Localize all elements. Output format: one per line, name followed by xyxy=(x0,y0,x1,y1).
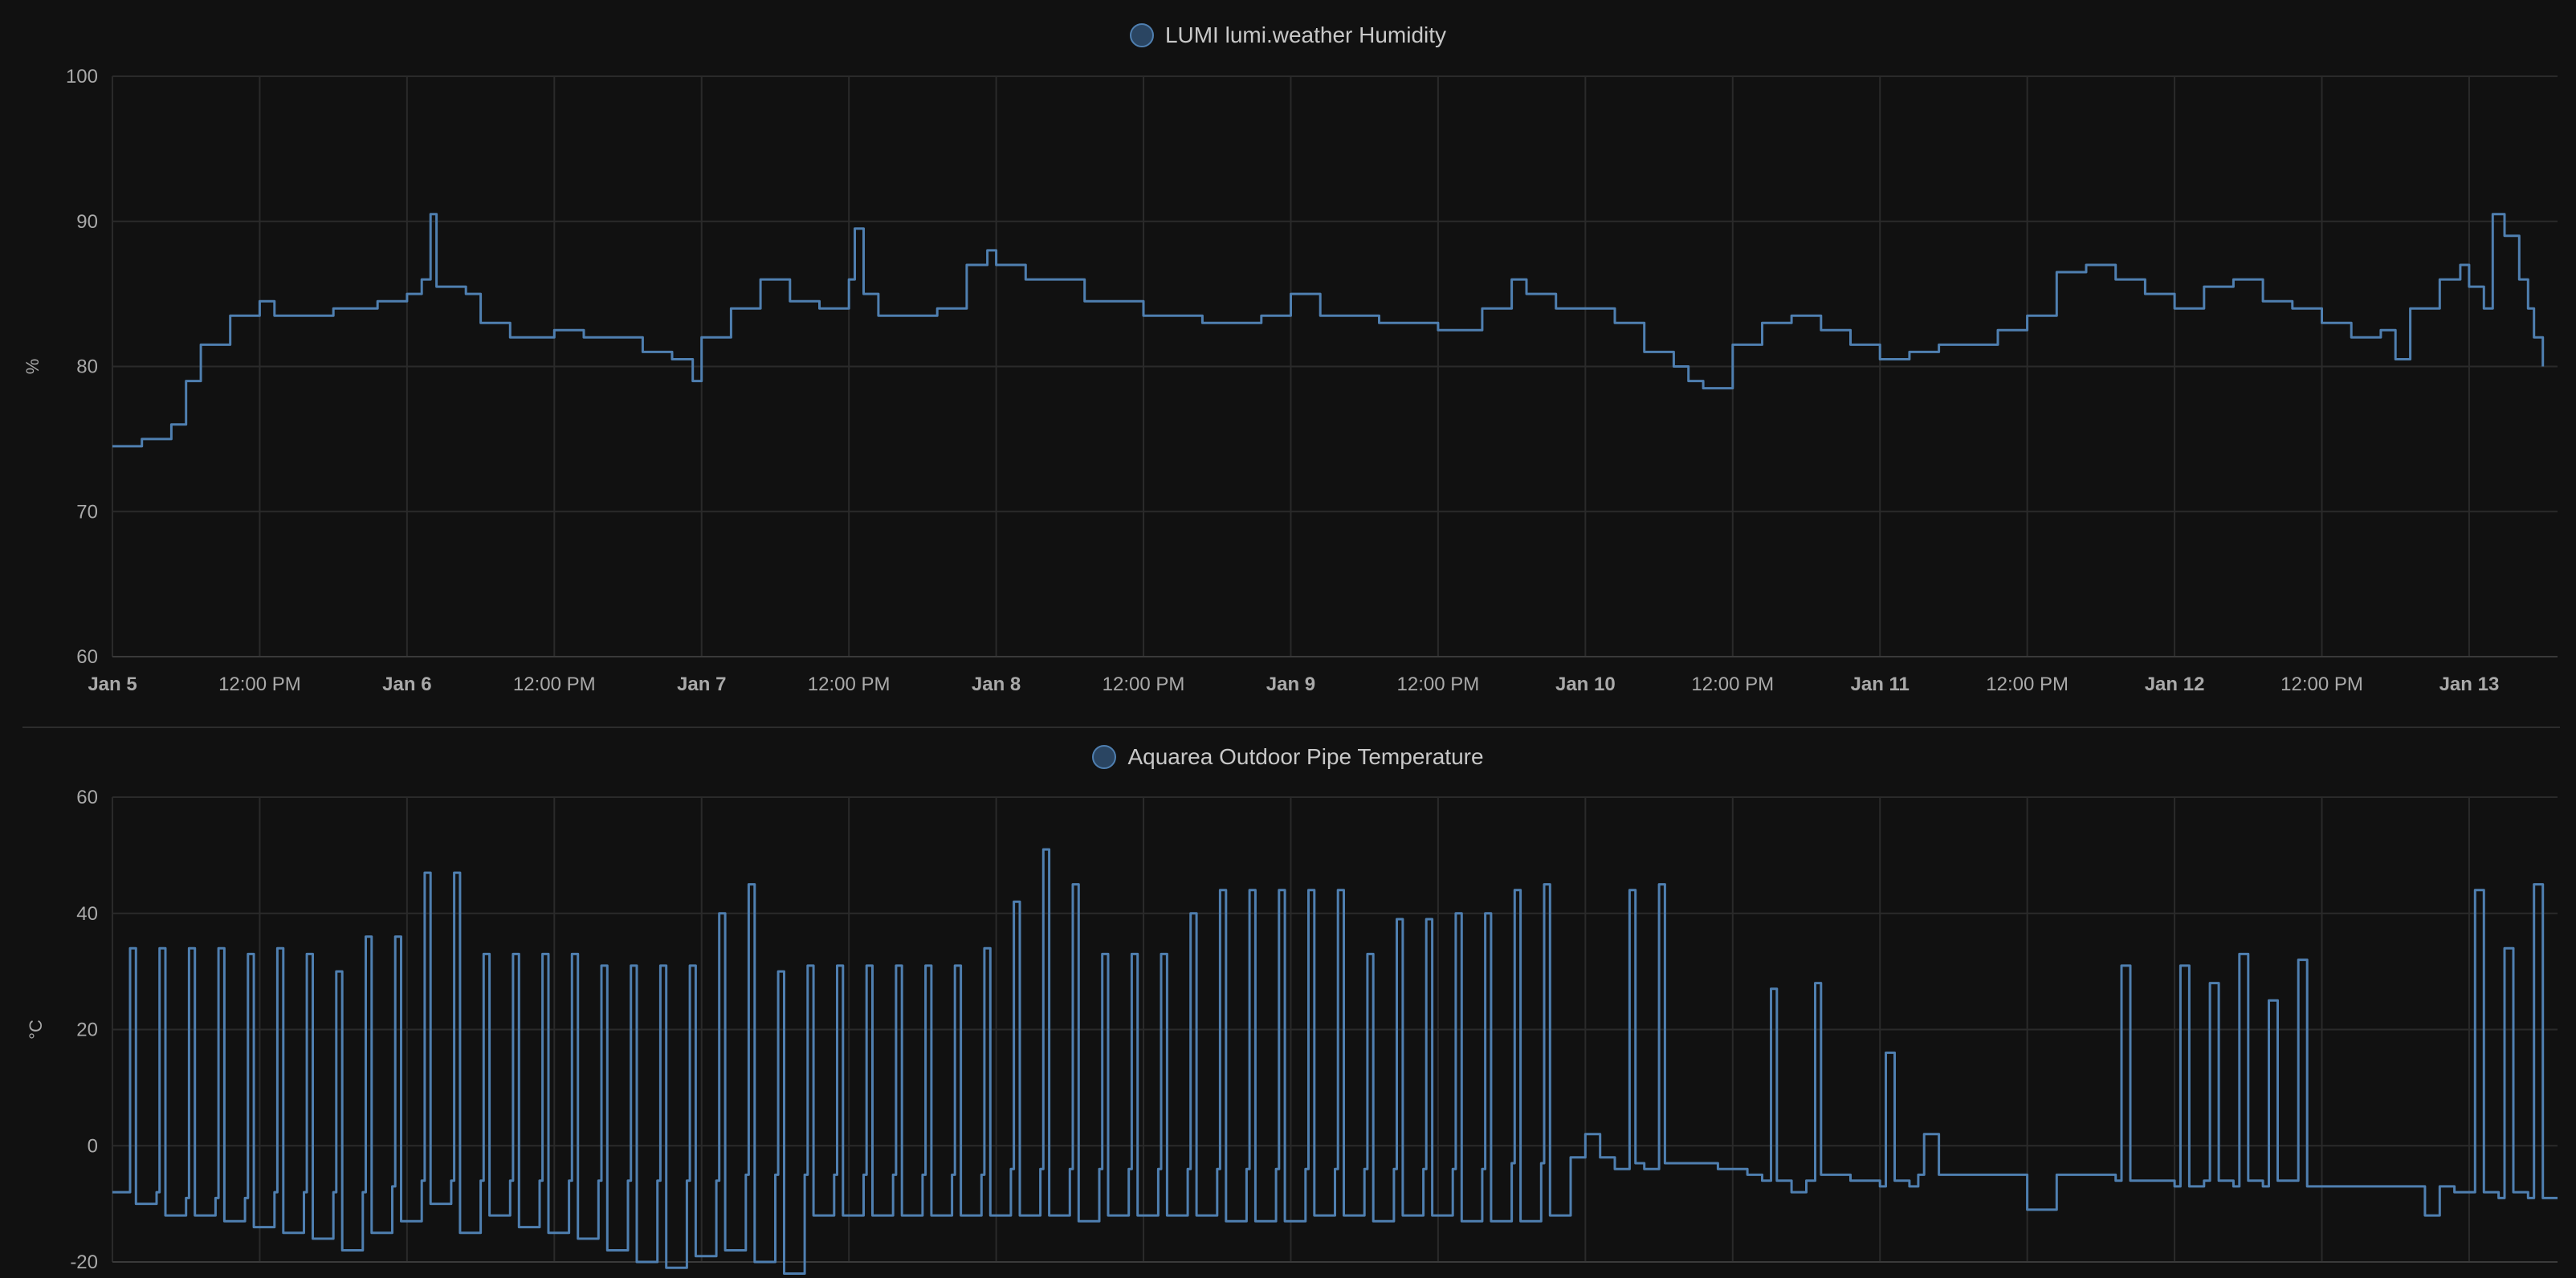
temperature-legend-label: Aquarea Outdoor Pipe Temperature xyxy=(1127,744,1484,769)
series-line xyxy=(112,848,2558,1275)
temperature-legend[interactable]: Aquarea Outdoor Pipe Temperature xyxy=(0,744,2576,770)
y-tick-label: 20 xyxy=(76,1020,98,1041)
x-tick-label: 12:00 PM xyxy=(1691,674,1774,695)
x-tick-label: 12:00 PM xyxy=(1397,674,1480,695)
x-tick-label: Jan 10 xyxy=(1555,674,1616,695)
y-tick-label: 40 xyxy=(76,903,98,925)
x-tick-label: 12:00 PM xyxy=(1986,674,2069,695)
humidity-legend-label: LUMI lumi.weather Humidity xyxy=(1164,22,1447,47)
x-tick-label: Jan 7 xyxy=(677,674,726,695)
x-tick-label: 12:00 PM xyxy=(1103,674,1185,695)
x-tick-label: Jan 11 xyxy=(1851,674,1910,695)
y-tick-label: -20 xyxy=(70,1252,98,1273)
y-axis-label: % xyxy=(22,359,43,375)
x-tick-label: Jan 9 xyxy=(1266,674,1315,695)
x-tick-label: 12:00 PM xyxy=(2280,674,2363,695)
y-tick-label: 60 xyxy=(76,787,98,808)
x-tick-label: Jan 6 xyxy=(382,674,431,695)
x-tick-label: Jan 8 xyxy=(972,674,1021,695)
temperature-legend-swatch xyxy=(1092,745,1117,769)
humidity-chart: LUMI lumi.weather Humidity 60 70 80 90 100% J… xyxy=(0,22,2576,695)
humidity-plot: 60 70 80 90 100% Jan 5 12:00 PM Jan 6 12:00 PM Ja… xyxy=(22,66,2558,695)
temperature-chart: Aquarea Outdoor Pipe Temperature -20 0 20 4… xyxy=(0,727,2576,1278)
humidity-legend-swatch xyxy=(1129,23,1154,47)
y-tick-label: 90 xyxy=(76,211,98,233)
chart-divider xyxy=(22,727,2560,728)
humidity-legend[interactable]: LUMI lumi.weather Humidity xyxy=(0,22,2576,48)
y-tick-label: 100 xyxy=(66,66,98,88)
y-tick-label: 60 xyxy=(76,646,98,668)
x-tick-label: Jan 5 xyxy=(88,674,137,695)
temperature-plot: -20 0 20 40 60 °C xyxy=(26,787,2558,1275)
y-tick-label: 70 xyxy=(76,501,98,523)
x-tick-label: Jan 13 xyxy=(2439,674,2500,695)
x-tick-label: 12:00 PM xyxy=(513,674,596,695)
x-tick-label: Jan 12 xyxy=(2145,674,2205,695)
x-tick-label: 12:00 PM xyxy=(808,674,891,695)
y-axis-label: °C xyxy=(26,1020,46,1040)
x-tick-label: 12:00 PM xyxy=(218,674,301,695)
y-tick-label: 0 xyxy=(88,1135,98,1157)
y-tick-label: 80 xyxy=(76,356,98,378)
series-line xyxy=(112,213,2545,448)
